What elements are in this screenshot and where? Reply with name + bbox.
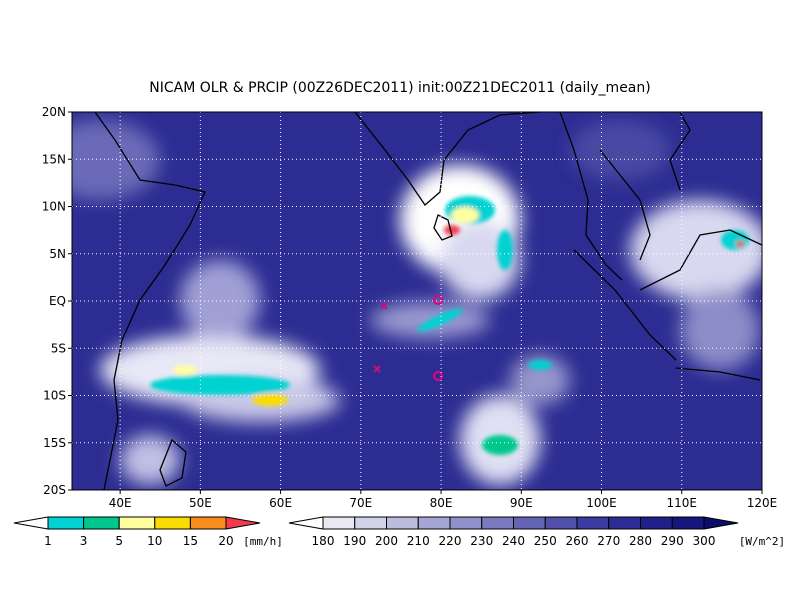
colorbar-label: 210	[407, 534, 430, 548]
colorbar-label: 180	[312, 534, 335, 548]
colorbar-swatch	[544, 516, 578, 530]
lat-tick-label: 15S	[43, 436, 66, 450]
colorbar-unit: [W/m^2]	[739, 535, 785, 548]
lon-tick-label: 70E	[349, 496, 372, 510]
colorbar-label: 280	[629, 534, 652, 548]
colorbar-label: 240	[502, 534, 525, 548]
colorbar-label: 270	[597, 534, 620, 548]
lat-tick-label: 15N	[42, 152, 66, 166]
lat-tick-label: 5S	[51, 341, 66, 355]
colorbar-swatch	[154, 516, 191, 530]
colorbar-swatch	[513, 516, 546, 530]
colorbar-end	[288, 516, 324, 530]
map-area	[72, 112, 762, 490]
colorbar-end	[225, 516, 261, 530]
lat-tick-label: 5N	[49, 247, 66, 261]
colorbar-label: 220	[439, 534, 462, 548]
lon-tick-label: 40E	[109, 496, 132, 510]
colorbar-swatch	[322, 516, 356, 530]
lon-tick-label: 90E	[510, 496, 533, 510]
colorbars: 1 3 5 10 15 20 [mm/h] 180 190 200 210 220 230 240 250 2…	[13, 516, 785, 548]
grid	[72, 112, 762, 490]
lon-tick-label: 120E	[747, 496, 778, 510]
colorbar-swatch	[481, 516, 514, 530]
colorbar-swatch	[118, 516, 156, 530]
lat-tick-label: 10S	[43, 389, 66, 403]
precip-field	[150, 196, 749, 455]
colorbar-label: 260	[566, 534, 589, 548]
colorbar-swatch	[608, 516, 641, 530]
lat-tick-label: EQ	[49, 294, 66, 308]
colorbar-unit: [mm/h]	[243, 535, 283, 548]
axes: 20N 15N 10N 5N EQ 5S 10S 15S 20S 40E 50E 60E 70E 80E 9…	[42, 105, 778, 510]
lon-tick-label: 110E	[667, 496, 698, 510]
lat-tick-label: 10N	[42, 200, 66, 214]
colorbar-swatch	[576, 516, 610, 530]
colorbar-swatch	[386, 516, 419, 530]
colorbar-label: 290	[661, 534, 684, 548]
colorbar-label: 5	[115, 534, 123, 548]
lon-tick-label: 60E	[269, 496, 292, 510]
title: NICAM OLR & PRCIP (00Z26DEC2011) init:00…	[149, 80, 650, 96]
colorbar-swatch	[47, 516, 85, 530]
colorbar-swatch	[449, 516, 483, 530]
colorbar-swatch	[417, 516, 451, 530]
colorbar-label: 300	[693, 534, 716, 548]
colorbar-label: 190	[343, 534, 366, 548]
lon-tick-label: 100E	[586, 496, 617, 510]
colorbar-label: 20	[218, 534, 233, 548]
colorbar-label: 15	[183, 534, 198, 548]
lon-tick-label: 50E	[189, 496, 212, 510]
colorbar-label: 1	[44, 534, 52, 548]
colorbar-swatch	[354, 516, 387, 530]
colorbar-swatch	[189, 516, 227, 530]
colorbar-swatch	[83, 516, 120, 530]
colorbar-end	[703, 516, 739, 530]
coastlines	[94, 112, 762, 490]
colorbar-label: 3	[80, 534, 88, 548]
colorbar-label: 230	[470, 534, 493, 548]
colorbar-swatch	[640, 516, 673, 530]
colorbar-label: 10	[147, 534, 162, 548]
colorbar-end	[13, 516, 49, 530]
markers	[373, 295, 443, 381]
lat-tick-label: 20S	[43, 483, 66, 497]
colorbar-swatch	[671, 516, 705, 530]
colorbar-label: 250	[534, 534, 557, 548]
lat-tick-label: 20N	[42, 105, 66, 119]
lon-tick-label: 80E	[430, 496, 453, 510]
colorbar-label: 200	[375, 534, 398, 548]
